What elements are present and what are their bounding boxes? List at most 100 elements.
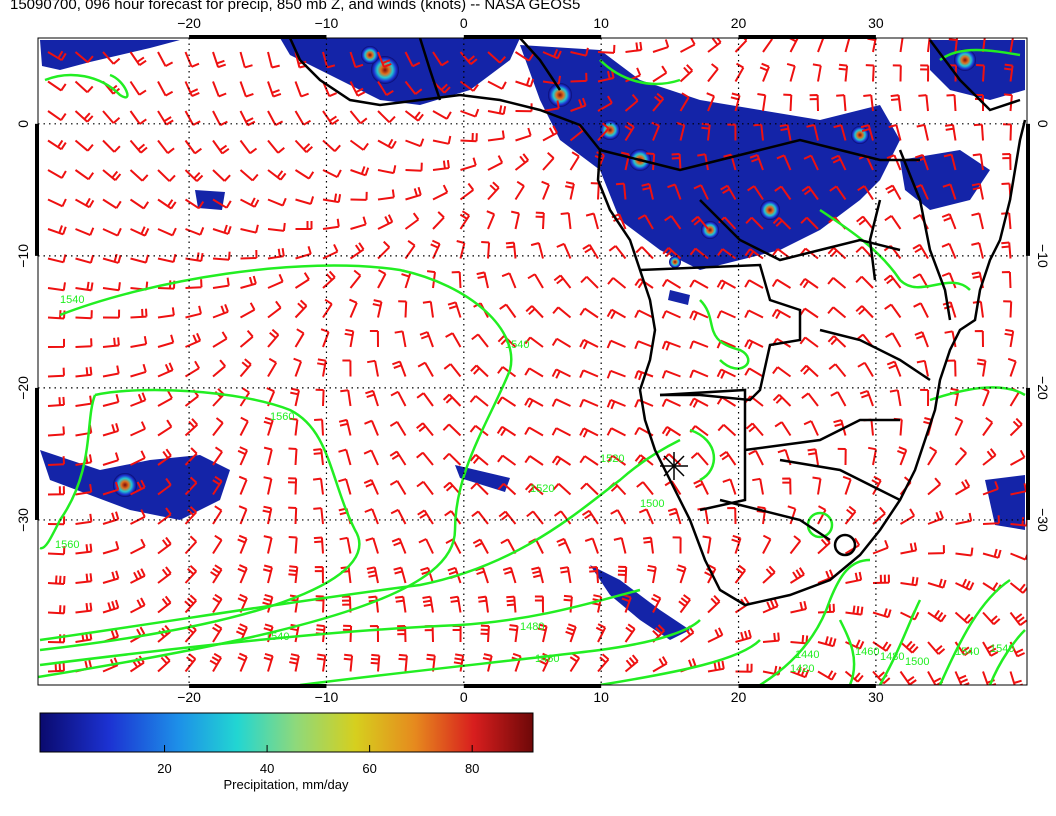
- wind-barb: [579, 307, 599, 319]
- wind-barb: [350, 191, 368, 201]
- wind-barb: [267, 139, 285, 154]
- lon-tick-label-bottom: −20: [177, 689, 201, 705]
- wind-barb: [610, 509, 627, 525]
- wind-barb: [390, 390, 407, 407]
- wind-barb: [719, 450, 737, 466]
- wind-barb: [857, 361, 874, 378]
- wind-barb: [829, 185, 847, 201]
- wind-barb: [855, 275, 874, 289]
- wind-barb: [75, 631, 93, 643]
- wind-barb: [370, 653, 381, 672]
- wind-barb: [524, 426, 544, 437]
- wind-barb: [316, 653, 327, 672]
- wind-barb: [679, 92, 690, 112]
- wind-barb: [954, 671, 970, 685]
- wind-barb: [157, 198, 177, 210]
- wind-barb: [971, 242, 984, 259]
- wind-barb: [449, 595, 462, 613]
- wind-barb: [349, 242, 365, 260]
- wind-barb: [830, 391, 847, 407]
- wind-barb: [971, 182, 984, 200]
- wind-barb: [535, 211, 545, 230]
- wind-barb: [294, 110, 312, 126]
- wind-barb: [405, 138, 425, 148]
- wind-barb: [432, 184, 449, 201]
- wind-barb: [954, 416, 964, 436]
- wind-barb: [955, 547, 974, 557]
- wind-barb: [772, 366, 792, 378]
- wind-barb: [313, 507, 324, 525]
- wind-barb: [551, 368, 571, 379]
- wind-barb: [597, 653, 610, 673]
- wind-barb: [102, 198, 122, 209]
- wind-barb: [417, 361, 434, 377]
- wind-barb: [790, 666, 810, 679]
- wind-barb: [432, 211, 445, 230]
- wind-barb: [102, 570, 120, 584]
- wind-barb: [130, 363, 147, 378]
- wind-barb: [606, 308, 626, 320]
- lon-tick-label-bottom: 0: [460, 689, 468, 705]
- wind-barb: [185, 279, 203, 289]
- wind-barb: [580, 275, 599, 289]
- wind-barb: [389, 450, 407, 466]
- wind-barb: [534, 595, 544, 613]
- wind-barb: [267, 328, 280, 348]
- wind-barb: [884, 303, 902, 319]
- wind-barb: [701, 122, 711, 141]
- wind-barb: [1002, 153, 1012, 171]
- wind-barb: [872, 608, 892, 619]
- wind-barb: [212, 505, 223, 525]
- wind-barb: [212, 51, 227, 69]
- wind-barb: [184, 81, 200, 98]
- wind-barb: [527, 273, 544, 289]
- wind-barb: [184, 447, 198, 466]
- wind-barb: [943, 153, 957, 171]
- wind-barb: [842, 475, 852, 495]
- wind-barb: [432, 51, 449, 67]
- contour-label: 1460: [535, 653, 559, 665]
- wind-barb: [322, 169, 342, 178]
- wind-barb: [1010, 552, 1027, 561]
- wind-barb: [927, 641, 946, 655]
- wind-barb: [525, 305, 544, 319]
- wind-barb: [944, 123, 957, 141]
- lon-tick-label-top: 20: [731, 15, 747, 31]
- wind-barb: [782, 477, 792, 495]
- wind-barb: [774, 421, 792, 437]
- wind-barb: [615, 182, 627, 200]
- wind-barb: [184, 565, 198, 584]
- wind-barb: [75, 197, 95, 209]
- wind-barb: [405, 186, 422, 201]
- wind-barb: [349, 81, 366, 97]
- wind-barb: [262, 564, 273, 584]
- wind-barb: [377, 110, 396, 124]
- wind-barb: [941, 213, 957, 230]
- wind-barb: [210, 564, 223, 584]
- wind-barb: [237, 564, 248, 584]
- wind-barb: [349, 110, 368, 125]
- wind-barb: [667, 183, 682, 200]
- wind-barb: [185, 227, 205, 236]
- wind-barb: [897, 446, 908, 466]
- wind-barb: [212, 359, 226, 378]
- wind-barb: [185, 305, 202, 319]
- wind-barb: [293, 357, 303, 377]
- wind-barb: [569, 652, 581, 673]
- wind-barb: [350, 166, 370, 177]
- wind-barb: [637, 214, 654, 230]
- colorbar-tick-label: 80: [465, 761, 479, 776]
- frame-bar: [1026, 387, 1030, 520]
- lat-tick-label-left: −10: [15, 244, 31, 268]
- wind-barb: [582, 243, 599, 260]
- wind-barb: [338, 478, 352, 495]
- wind-barb: [377, 214, 394, 230]
- wind-barb: [47, 50, 67, 62]
- wind-barb: [322, 51, 336, 69]
- wind-barb: [130, 538, 146, 555]
- coastline-layer: [288, 38, 1027, 607]
- wind-barb: [130, 479, 146, 496]
- wind-barb: [689, 279, 709, 289]
- wind-barb: [393, 566, 407, 584]
